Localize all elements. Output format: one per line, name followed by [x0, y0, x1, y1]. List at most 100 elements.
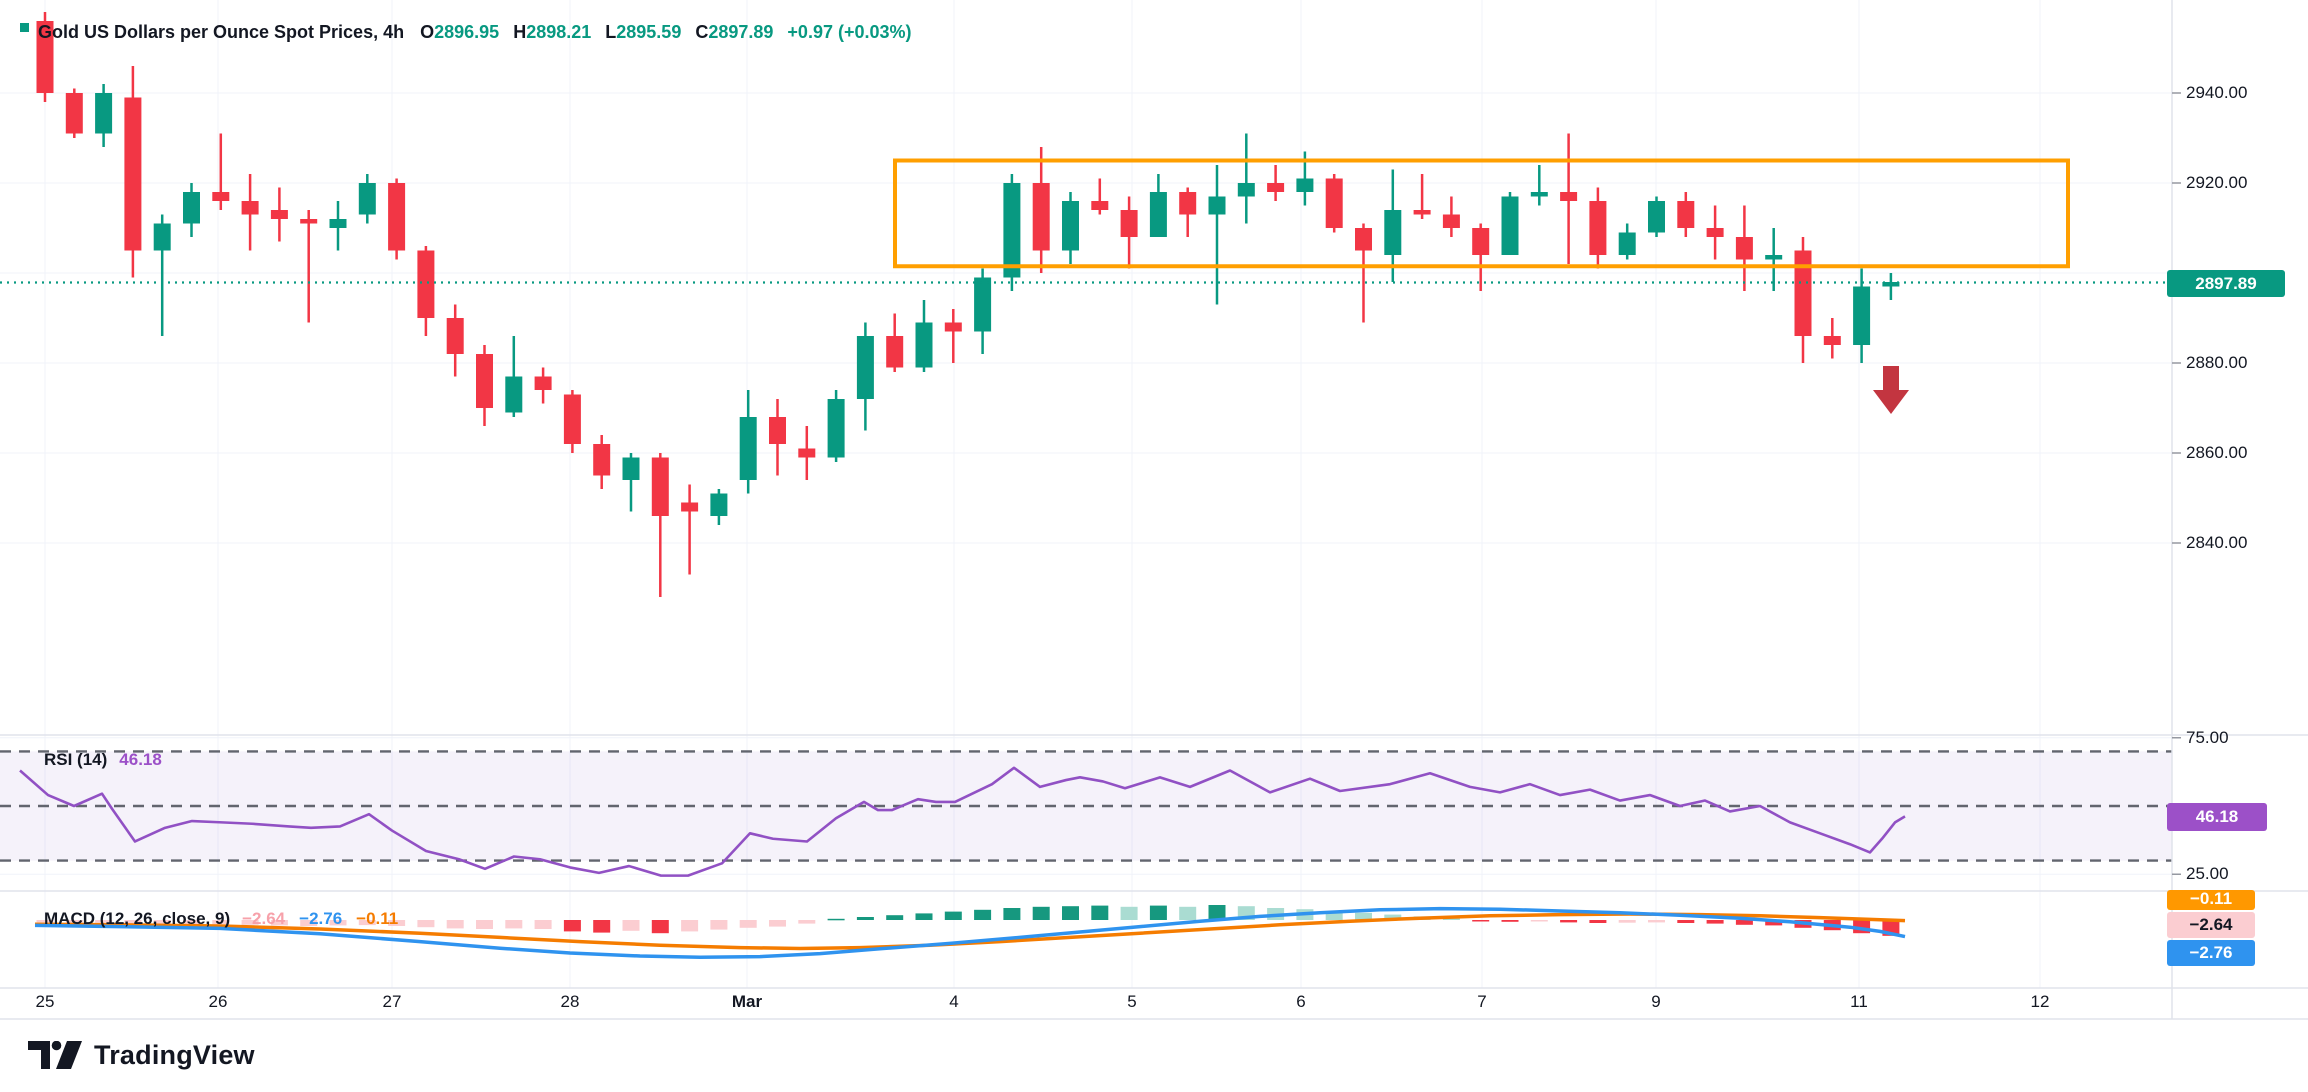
candle-body-up [95, 93, 113, 134]
macd-histogram-bar [241, 920, 259, 925]
candle-body-up [710, 493, 728, 516]
candle-body-up [915, 322, 933, 368]
candle-body-down [1267, 183, 1285, 192]
candle-body-up [1765, 255, 1783, 260]
candle-body-down [270, 210, 288, 219]
candle-body-down [446, 318, 464, 354]
candle-body-down [476, 354, 493, 408]
time-axis-label: Mar [731, 992, 763, 1011]
candle-body-up [1149, 192, 1167, 237]
rsi-legend-label: RSI (14) [44, 750, 108, 769]
macd-histogram-bar [505, 920, 523, 929]
macd-histogram-bar [1091, 905, 1109, 920]
macd-legend-label: MACD (12, 26, close, 9) [44, 909, 231, 928]
macd-histogram-bar [1355, 912, 1372, 920]
open-value: 2896.95 [434, 22, 500, 42]
candle-body-down [1735, 237, 1753, 260]
macd-histogram-bar [651, 920, 669, 934]
candle-body-down [944, 322, 962, 332]
candle-body-down [1325, 178, 1343, 228]
tradingview-attribution[interactable]: TradingView [28, 1040, 255, 1071]
candle-body-down [1091, 201, 1109, 210]
candle-body-up [739, 417, 757, 480]
macd-histogram-bar [153, 920, 171, 925]
symbol-title: Gold US Dollars per Ounce Spot Prices, 4… [38, 22, 405, 42]
macd-signal-badge: −0.11 [2167, 890, 2255, 910]
high-value: 2898.21 [526, 22, 592, 42]
macd-histogram-bar [622, 920, 640, 931]
macd-histogram-bar [1677, 920, 1695, 923]
macd-histogram-bar [886, 915, 904, 920]
macd-histogram-bar [827, 918, 845, 921]
candle-body-up [1530, 192, 1548, 197]
candle-body-up [856, 336, 874, 399]
macd-histogram-bar [1765, 920, 1783, 926]
time-axis-label: 26 [208, 992, 228, 1011]
rsi-value-badge: 46.18 [2167, 803, 2267, 831]
price-axis-label: 2940.00 [2186, 83, 2248, 102]
candle-body-down [651, 457, 669, 516]
candle-body-down [300, 219, 318, 224]
macd-line-value: −2.76 [299, 909, 343, 928]
down-arrow-annotation[interactable] [1873, 366, 1909, 414]
macd-histogram-bar [183, 920, 200, 925]
macd-histogram-bar [95, 920, 113, 923]
candle-body-up [1648, 201, 1665, 233]
rsi-axis-label: 25.00 [2186, 864, 2229, 884]
candle-body-down [534, 376, 552, 390]
candle-body-down [1355, 228, 1372, 251]
open-label: O [420, 22, 435, 42]
macd-histogram-bar [944, 911, 962, 920]
time-scale[interactable] [0, 988, 2308, 1019]
range-box-annotation[interactable] [893, 158, 2070, 269]
macd-histogram-bar [856, 917, 874, 920]
candle-body-down [1032, 183, 1050, 251]
macd-histogram-badge: −2.64 [2167, 912, 2255, 938]
low-label: L [605, 22, 617, 42]
macd-histogram-bar [1648, 920, 1665, 923]
macd-histogram-bar [1179, 906, 1197, 920]
candle-body-up [183, 192, 200, 224]
macd-histogram-bar [798, 920, 816, 924]
candle-body-down [769, 417, 786, 444]
price-axis-label: 2860.00 [2186, 443, 2248, 462]
time-axis-label: 25 [35, 992, 55, 1011]
symbol-legend[interactable]: Gold US Dollars per Ounce Spot Prices, 4… [20, 22, 912, 43]
candle-body-up [1003, 183, 1021, 278]
macd-histogram-bar [1530, 920, 1548, 922]
time-axis-label: 6 [1296, 992, 1306, 1011]
tradingview-logo-icon [28, 1040, 82, 1069]
candle-body-up [1882, 282, 1900, 287]
macd-histogram-bar [1325, 911, 1343, 920]
candle-body-up [1501, 196, 1519, 255]
candle-body-down [388, 183, 406, 251]
macd-histogram-bar [1384, 914, 1402, 920]
candle-body-down [593, 444, 611, 476]
candle-body-down [886, 336, 904, 368]
candle-body-down [212, 192, 230, 201]
macd-histogram-bar [1472, 920, 1490, 922]
macd-histogram-bar [212, 920, 230, 925]
macd-histogram-bar [1618, 920, 1636, 923]
low-value: 2895.59 [616, 22, 682, 42]
price-axis-label: 2840.00 [2186, 533, 2248, 552]
candle-body-up [153, 223, 171, 251]
price-axis-label: 2880.00 [2186, 353, 2248, 372]
candle-body-up [505, 376, 523, 413]
macd-histogram-bar [36, 920, 54, 923]
candle-body-down [417, 250, 435, 318]
candle-body-up [974, 277, 992, 332]
macd-legend[interactable]: MACD (12, 26, close, 9) −2.64 −2.76 −0.1… [44, 909, 398, 929]
tradingview-brand-text: TradingView [94, 1040, 255, 1070]
macd-histogram-bar [388, 920, 406, 926]
candle-body-up [1208, 196, 1226, 215]
rsi-legend[interactable]: RSI (14) 46.18 [44, 750, 162, 770]
candle-body-down [681, 502, 699, 512]
macd-histogram-bar [1560, 920, 1578, 923]
macd-histogram-bar [563, 920, 581, 932]
macd-histogram-bar [1589, 920, 1607, 923]
time-axis-label: 11 [1850, 992, 1868, 1011]
macd-histogram-bar [1442, 918, 1460, 920]
